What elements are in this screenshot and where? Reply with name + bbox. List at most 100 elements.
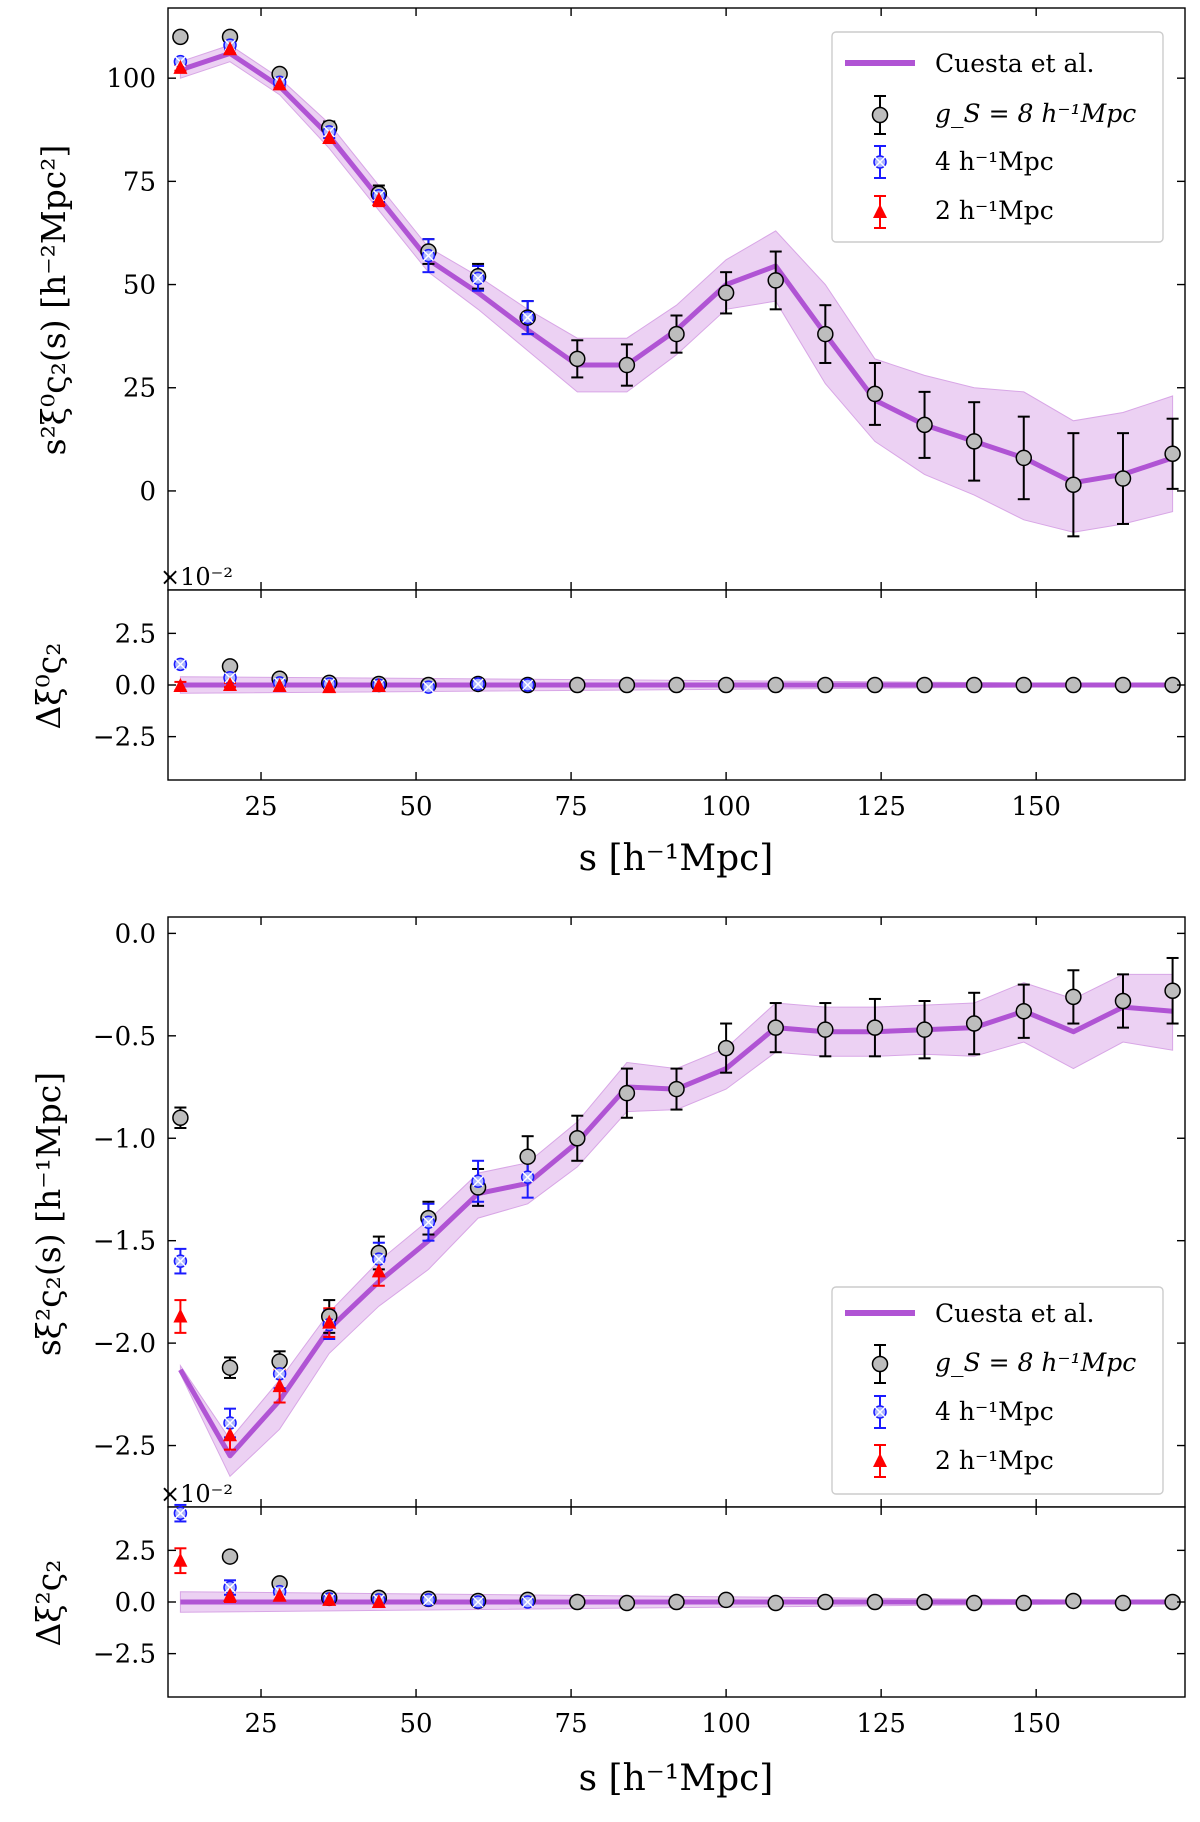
bottom-residual-point-gs8: [618, 1594, 636, 1612]
bottom-residual-x-tick-label: 100: [701, 1709, 751, 1739]
bottom-residual-point-2: [223, 1587, 238, 1602]
bottom-main-point-gs8: [916, 1021, 933, 1038]
top-main-exponent-label: ×10⁻²: [160, 563, 233, 591]
bottom-main-point-2: [173, 1308, 188, 1323]
bottom-main-legend-swatch-2: [873, 1444, 887, 1478]
bottom-main-y-tick-label: −0.5: [93, 1022, 156, 1052]
bottom-residual-point-4-cross: [472, 1596, 484, 1608]
top-residual-y-ticks: −2.5 0.0 2.5: [93, 619, 1185, 753]
bottom-residual-point-4-cross: [224, 1582, 236, 1594]
top-residual-x-tick-label: 25: [244, 792, 277, 822]
bottom-residual-point-gs8: [569, 1593, 586, 1611]
bottom-main-point-2: [272, 1378, 287, 1393]
bottom-main-point-4: [223, 1416, 237, 1430]
bottom-main-y-tick-label: −1.5: [93, 1227, 156, 1257]
bottom-residual-point-gs8: [916, 1593, 933, 1611]
bottom-main-x-ticks: [260, 917, 1037, 1507]
bottom-main-exponent-label: ×10⁻²: [160, 1480, 233, 1508]
bottom-residual-point-4-cross: [174, 1507, 186, 1519]
top-main-point-4-cross: [422, 250, 434, 262]
top-residual-point-gs8: [916, 676, 933, 694]
bottom-main-point-4: [272, 1367, 287, 1381]
top-main-x-ticks: [260, 8, 1037, 590]
top-main-legend-swatch-2: [873, 195, 887, 229]
bottom-residual-point-gs8: [767, 1594, 784, 1612]
bottom-main-point-gs8: [519, 1148, 536, 1165]
top-main-legend-swatch-gs8: [871, 95, 889, 135]
bottom-residual-x-tick-label: 75: [555, 1709, 588, 1739]
bottom-main-point-4: [372, 1252, 386, 1266]
bottom-main-point-4-cross: [373, 1253, 385, 1265]
top-main-legend-gs8-label: g_S = 8 h⁻¹Mpc: [935, 99, 1136, 128]
top-residual-y-tick-label: −2.5: [93, 723, 156, 753]
bottom-residual-point-gs8: [866, 1593, 884, 1611]
bottom-residual-y-tick-label: 2.5: [115, 1536, 156, 1566]
bottom-main-point-4: [173, 1254, 188, 1268]
top-main-point-4: [421, 248, 436, 263]
bottom-main-point-gs8: [1065, 988, 1082, 1006]
bottom-residual-y-ticks: −2.5 0.0 2.5: [93, 1536, 1185, 1670]
bottom-residual-point-gs8: [965, 1594, 983, 1612]
top-main-point-gs8: [717, 284, 735, 302]
bottom-residual-point-gs8: [668, 1593, 685, 1611]
bottom-residual-point-gs8: [1065, 1592, 1082, 1610]
top-residual-point-4: [520, 678, 535, 692]
top-residual-point-4: [421, 680, 436, 694]
top-main-point-4: [471, 271, 485, 286]
bottom-main-point-2: [322, 1314, 337, 1329]
top-residual-point-gs8: [965, 676, 983, 694]
bottom-residual-point-gs8: [1015, 1594, 1033, 1612]
bottom-residual-x-axis-label: s [h⁻¹Mpc]: [579, 1758, 774, 1799]
bottom-main-point-2: [371, 1263, 386, 1278]
bottom-main-point-4-cross: [472, 1175, 484, 1187]
bottom-residual-point-2: [173, 1552, 188, 1567]
top-residual-y-tick-label: 2.5: [115, 619, 156, 649]
bottom-main-markers: [172, 982, 1181, 1442]
bottom-residual-x-tick-label: 150: [1011, 1709, 1061, 1739]
top-residual-point-4: [471, 677, 485, 691]
bottom-residual-y-axis-label: Δξ²ς₂: [29, 1560, 68, 1647]
top-residual-point-gs8: [866, 676, 884, 694]
top-main-point-2: [223, 41, 238, 56]
bottom-residual-point-2: [272, 1587, 287, 1602]
top-main-point-gs8: [1015, 449, 1033, 467]
bottom-main-point-gs8: [866, 1019, 884, 1036]
bottom-main-point-gs8: [668, 1080, 685, 1098]
bottom-residual-x-ticks: 25 50 75 100 125 150: [244, 1507, 1061, 1739]
top-main-y-axis-label: s²ξ⁰ς₂(s) [h⁻²Mpc²]: [34, 145, 73, 456]
bottom-main-legend-swatch-gs8: [871, 1344, 889, 1384]
bottom-main-point-4: [421, 1215, 436, 1229]
bottom-main-point-4-cross: [274, 1368, 286, 1380]
bottom-residual-x-tick-label: 25: [244, 1709, 277, 1739]
top-main-point-gs8: [916, 416, 933, 434]
top-main-point-4: [520, 310, 535, 325]
top-residual-point-gs8: [1015, 676, 1033, 694]
top-main-point-2: [371, 191, 386, 206]
top-residual-point-2: [322, 679, 337, 694]
top-residual-point-gs8: [817, 676, 834, 694]
top-residual-point-4-cross: [472, 678, 484, 690]
top-main-legend-frame: [831, 31, 1164, 243]
top-main-point-gs8: [965, 433, 983, 450]
bottom-main-y-tick-label: −2.5: [93, 1432, 156, 1462]
bottom-residual-point-2: [322, 1591, 337, 1606]
bottom-main-point-gs8: [1164, 982, 1181, 999]
top-main-point-gs8: [1065, 476, 1082, 493]
bottom-main-point-4-cross: [422, 1216, 434, 1228]
top-main-point-gs8: [668, 325, 685, 343]
bottom-residual-point-4-cross: [522, 1596, 534, 1608]
bottom-main-y-tick-label: 0.0: [115, 919, 156, 949]
bottom-residual-point-4: [520, 1595, 535, 1609]
bottom-residual-y-tick-label: 0.0: [115, 1588, 156, 1618]
bottom-residual-markers: [173, 1506, 1181, 1612]
top-main-markers: [172, 28, 1181, 493]
top-residual-x-axis-label: s [h⁻¹Mpc]: [579, 838, 774, 879]
bottom-main-point-gs8: [1114, 992, 1132, 1010]
top-residual-panel: −2.5 0.0 2.5 25 50 75 100 125 150 Δξ⁰ς₂ s [h⁻¹M…: [29, 589, 1186, 879]
bottom-main-point-4: [471, 1174, 485, 1189]
bottom-residual-point-gs8: [1114, 1594, 1132, 1612]
bottom-main-legend-model-label: Cuesta et al.: [935, 1299, 1094, 1328]
bottom-residual-point-2: [371, 1594, 386, 1608]
top-main-point-gs8: [569, 350, 586, 368]
